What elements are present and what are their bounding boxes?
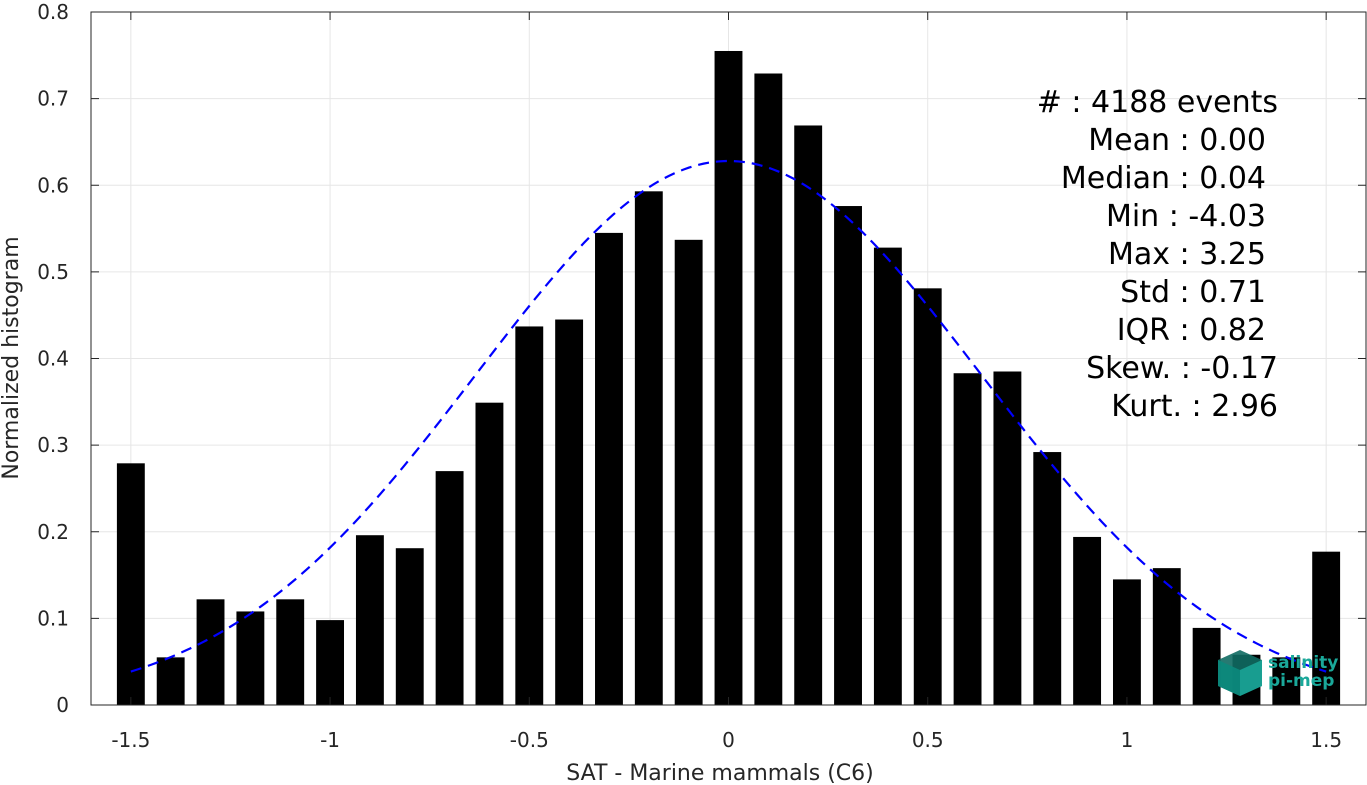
histogram-bar [355,535,384,705]
histogram-bar [1073,536,1102,705]
histogram-bar [316,620,345,705]
x-axis-title: SAT - Marine mammals (C6) [566,761,874,785]
x-tick-label: 0.5 [912,728,944,752]
histogram-bar [276,599,305,705]
y-tick-label: 0.8 [37,0,69,24]
histogram-bar [395,548,424,705]
x-tick-label: 1.5 [1310,728,1342,752]
histogram-bar [196,599,225,705]
histogram-bar [236,611,265,705]
stats-line: Max : 3.25 [1108,237,1266,272]
histogram-bar [156,657,185,705]
histogram-bar [1112,579,1141,705]
x-tick-labels: -1.5 -1 -0.5 0 0.5 1 1.5 [111,728,1342,752]
logo-line1: salinity [1268,653,1338,673]
histogram-bar [116,463,145,705]
histogram-bar [435,471,464,705]
y-tick-labels: 0 0.1 0.2 0.3 0.4 0.5 0.6 0.7 0.8 [37,0,69,717]
y-tick-label: 0.5 [37,260,69,284]
x-tick-label: 1 [1121,728,1134,752]
histogram-bar [1192,627,1221,705]
gaussian-fit-curve [130,159,1327,673]
stats-line: Kurt. : 2.96 [1111,389,1278,424]
y-tick-label: 0 [56,693,69,717]
histogram-bar [1033,452,1062,705]
salinity-pimep-logo: salinity pi-mep [1218,650,1338,696]
x-tick-label: 0 [722,728,735,752]
histogram-bar [515,326,544,705]
logo-cube-top-icon [1240,660,1262,696]
histogram-bar [714,50,743,705]
stats-line: Mean : 0.00 [1088,123,1266,158]
histogram-bar [794,125,823,705]
histogram-bar [873,247,902,705]
histogram-bar [953,373,982,705]
histogram-bar [834,206,862,706]
histogram-bar [634,191,663,706]
axes [90,11,1367,706]
stats-line: IQR : 0.82 [1117,313,1266,348]
histogram-bar [595,232,623,706]
histogram-bar [674,239,703,706]
histogram-bar [993,371,1022,705]
x-tick-label: -0.5 [510,728,549,752]
x-tick-label: -1 [320,728,340,752]
histogram-bar [1152,568,1181,705]
stats-line: Skew. : -0.17 [1086,351,1278,386]
histogram-bar [1272,657,1301,705]
logo-line2: pi-mep [1268,671,1334,691]
stats-line: Std : 0.71 [1120,275,1266,310]
y-tick-label: 0.2 [37,520,69,544]
stats-line: # : 4188 events [1037,85,1278,120]
y-tick-label: 0.7 [37,87,69,111]
y-tick-label: 0.4 [37,347,69,371]
x-tick-label: -1.5 [111,728,150,752]
stats-line: Min : -4.03 [1106,199,1266,234]
histogram-bar [1312,551,1341,705]
logo-cube-face-icon [1218,660,1240,696]
stats-line: Median : 0.04 [1061,161,1266,196]
y-axis-title: Normalized histogram [0,236,24,479]
histogram-bar [555,319,584,705]
histogram-bar [754,73,783,705]
histogram-bars [116,50,1341,706]
y-tick-label: 0.6 [37,173,69,197]
histogram-bar [913,288,942,705]
histogram-bar [475,402,504,705]
y-tick-label: 0.3 [37,433,69,457]
y-tick-label: 0.1 [37,606,69,630]
